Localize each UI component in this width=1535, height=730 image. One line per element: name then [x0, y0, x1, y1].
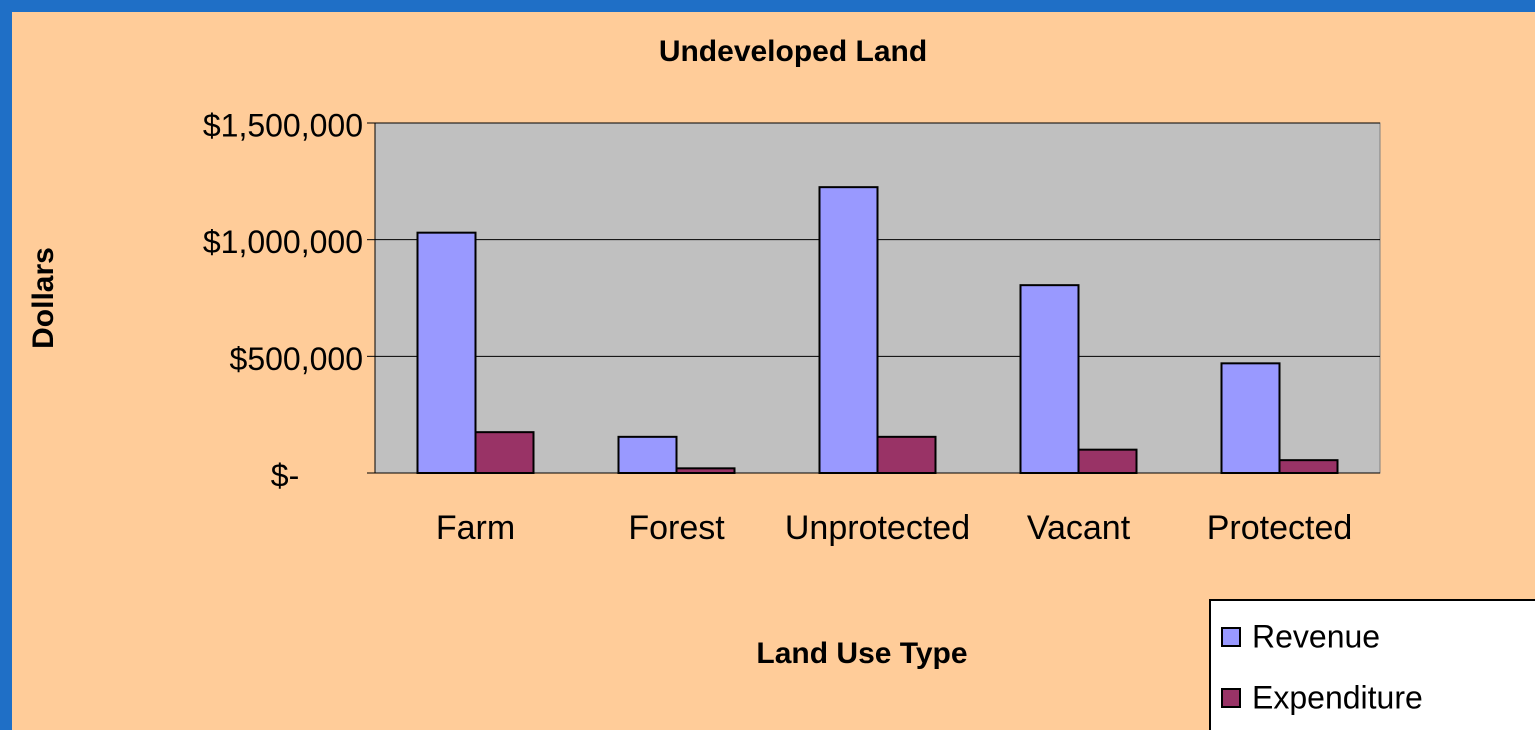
- legend-box: [1209, 599, 1535, 730]
- x-tick-label: Vacant: [1027, 509, 1131, 547]
- y-tick-label: $-: [271, 457, 299, 493]
- bar: [617, 435, 678, 475]
- x-axis-label: Land Use Type: [756, 637, 967, 670]
- y-tick-label: $1,000,000: [203, 224, 363, 260]
- bar: [876, 435, 937, 475]
- bar: [818, 186, 879, 475]
- legend-swatch: [1221, 627, 1241, 647]
- x-tick-label: Forest: [628, 509, 725, 547]
- bar: [675, 467, 736, 475]
- bar: [1220, 362, 1281, 475]
- x-tick-label: Farm: [436, 509, 515, 547]
- bar: [1077, 448, 1138, 474]
- bar: [1278, 459, 1339, 474]
- bar: [416, 231, 477, 474]
- x-tick-label: Unprotected: [785, 509, 970, 547]
- chart-title: Undeveloped Land: [659, 35, 927, 68]
- bar: [474, 431, 535, 474]
- y-tick-label: $1,500,000: [203, 107, 363, 143]
- legend-label: Revenue: [1252, 618, 1380, 654]
- legend-label: Expenditure: [1252, 679, 1423, 715]
- bar: [1019, 284, 1080, 474]
- y-tick-label: $500,000: [230, 341, 363, 377]
- x-tick-label: Protected: [1207, 509, 1353, 547]
- y-axis-label: Dollars: [27, 247, 60, 349]
- legend-swatch: [1221, 688, 1241, 708]
